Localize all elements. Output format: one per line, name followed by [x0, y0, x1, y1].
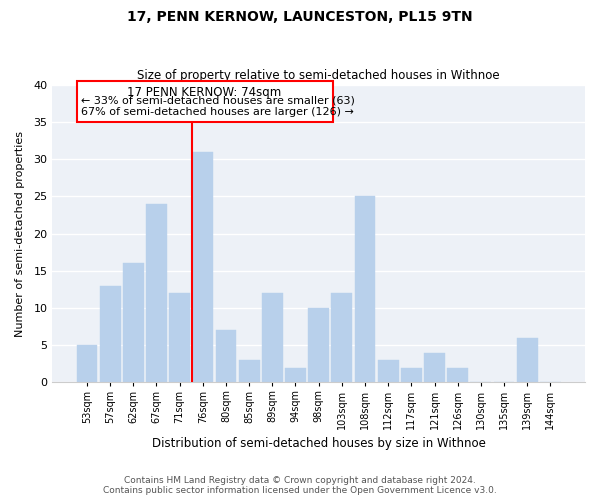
Bar: [146, 204, 167, 382]
Bar: [331, 293, 352, 382]
Bar: [239, 360, 260, 382]
Bar: [77, 81, 332, 122]
Bar: [378, 360, 398, 382]
Bar: [169, 293, 190, 382]
Bar: [517, 338, 538, 382]
X-axis label: Distribution of semi-detached houses by size in Withnoe: Distribution of semi-detached houses by …: [152, 437, 485, 450]
Bar: [123, 264, 144, 382]
Bar: [100, 286, 121, 382]
Bar: [193, 152, 213, 382]
Text: 17 PENN KERNOW: 74sqm: 17 PENN KERNOW: 74sqm: [127, 86, 281, 99]
Bar: [77, 345, 97, 383]
Bar: [308, 308, 329, 382]
Bar: [285, 368, 306, 382]
Bar: [401, 368, 422, 382]
Text: Contains HM Land Registry data © Crown copyright and database right 2024.
Contai: Contains HM Land Registry data © Crown c…: [103, 476, 497, 495]
Bar: [262, 293, 283, 382]
Text: ← 33% of semi-detached houses are smaller (63): ← 33% of semi-detached houses are smalle…: [81, 96, 355, 106]
Text: 67% of semi-detached houses are larger (126) →: 67% of semi-detached houses are larger (…: [81, 107, 354, 117]
Bar: [424, 352, 445, 382]
Title: Size of property relative to semi-detached houses in Withnoe: Size of property relative to semi-detach…: [137, 69, 500, 82]
Y-axis label: Number of semi-detached properties: Number of semi-detached properties: [15, 130, 25, 336]
Bar: [355, 196, 376, 382]
Bar: [447, 368, 468, 382]
Bar: [215, 330, 236, 382]
Text: 17, PENN KERNOW, LAUNCESTON, PL15 9TN: 17, PENN KERNOW, LAUNCESTON, PL15 9TN: [127, 10, 473, 24]
